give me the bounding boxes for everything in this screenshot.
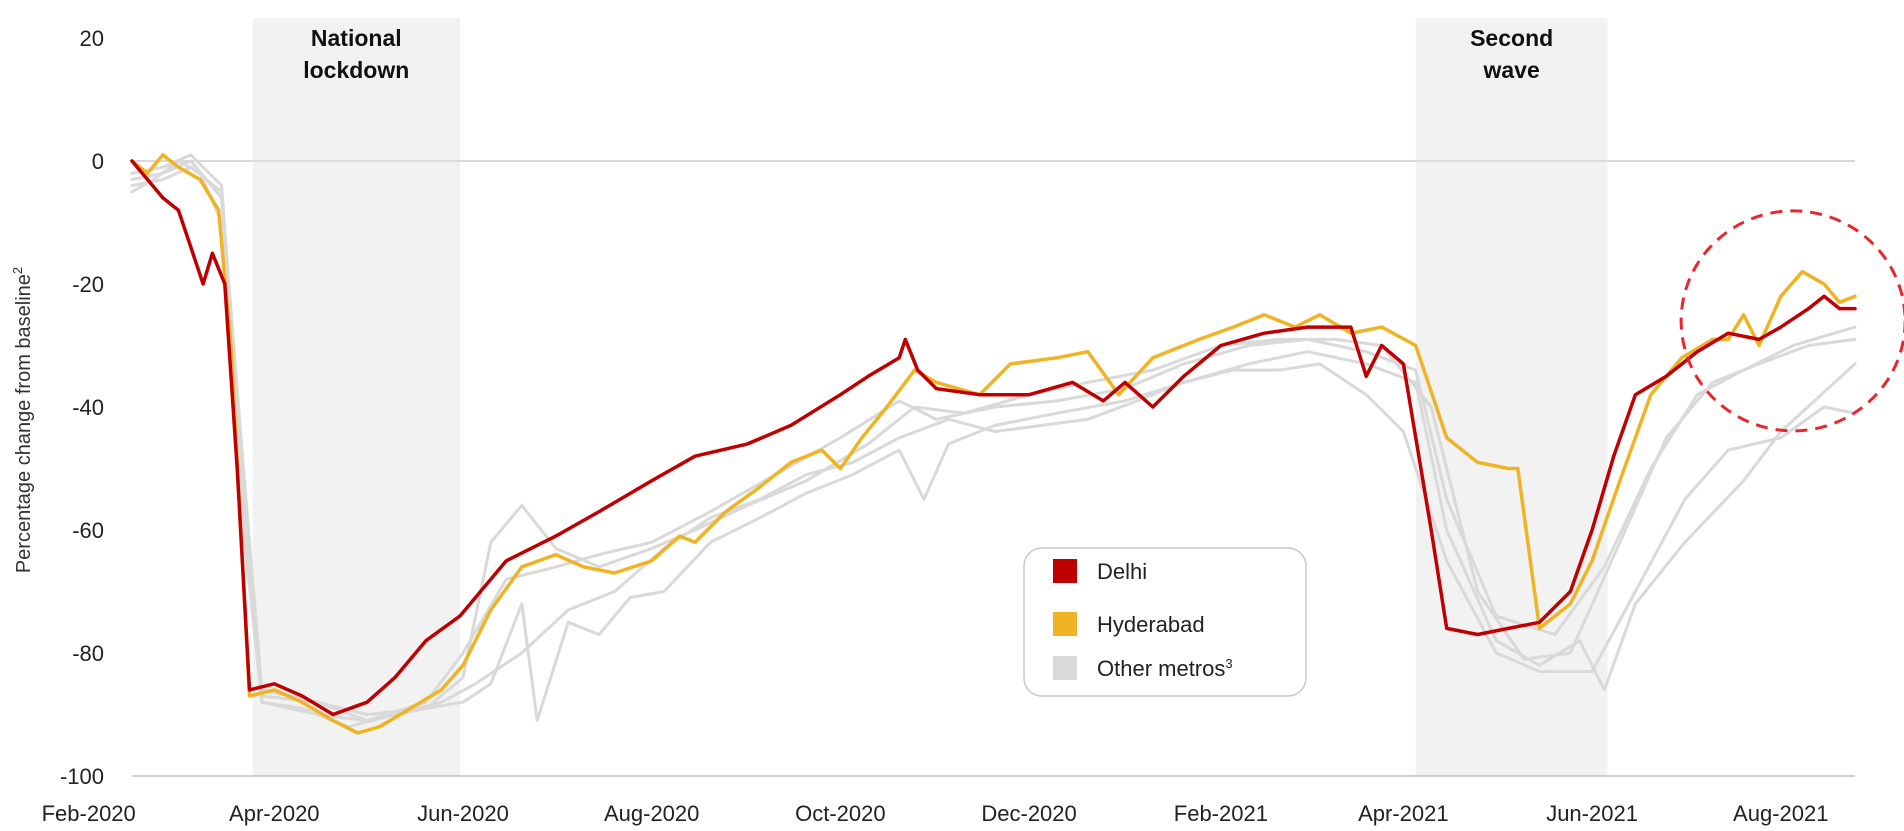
legend: Delhi Hyderabad Other metros3 xyxy=(1023,547,1307,697)
y-tick-label: -80 xyxy=(72,641,104,666)
band-label-1-line-2: lockdown xyxy=(303,57,409,83)
x-axis: Feb-2020 Apr-2020 Jun-2020 Aug-2020 Oct-2020… xyxy=(42,775,1855,826)
legend-label-hyderabad: Hyderabad xyxy=(1097,612,1205,637)
y-tick-label: -40 xyxy=(72,395,104,420)
y-axis-title: Percentage change from baseline2 xyxy=(10,267,35,573)
shaded-periods: National lockdown Second wave xyxy=(252,18,1608,776)
y-tick-label: -100 xyxy=(60,764,104,789)
band-label-2-line-2: wave xyxy=(1483,57,1540,83)
x-tick-label: Apr-2020 xyxy=(229,801,320,826)
highlight-circle-group xyxy=(1679,209,1904,433)
legend-label-other-metros: Other metros3 xyxy=(1097,656,1233,681)
y-tick-label: 0 xyxy=(92,149,104,174)
shaded-band-2 xyxy=(1415,18,1608,776)
band-label-1-line-1: National xyxy=(311,25,402,51)
x-tick-label: Dec-2020 xyxy=(981,801,1076,826)
series-lines xyxy=(130,153,1857,735)
x-tick-label: Aug-2020 xyxy=(604,801,699,826)
shaded-band-1 xyxy=(252,18,460,776)
x-tick-label: Aug-2021 xyxy=(1733,801,1828,826)
y-tick-label: -20 xyxy=(72,272,104,297)
series-line-hyderabad-1 xyxy=(130,153,1857,735)
x-tick-label: Jun-2021 xyxy=(1546,801,1638,826)
x-tick-label: Jun-2020 xyxy=(417,801,509,826)
series-line-delhi-0 xyxy=(130,159,1857,717)
x-tick-label: Apr-2021 xyxy=(1358,801,1449,826)
y-axis: 20 0 -20 -40 -60 -80 -100 xyxy=(60,26,104,789)
band-label-2-line-1: Second xyxy=(1470,25,1553,51)
legend-swatch-other-metros xyxy=(1053,656,1077,680)
x-tick-label: Feb-2020 xyxy=(42,801,136,826)
legend-label-delhi: Delhi xyxy=(1097,559,1147,584)
legend-swatch-hyderabad xyxy=(1053,612,1077,636)
highlight-circle xyxy=(1679,209,1904,433)
series-line-other-metros-2 xyxy=(130,159,1857,729)
y-tick-label: -60 xyxy=(72,518,104,543)
y-tick-label: 20 xyxy=(80,26,104,51)
series-line-other-metros-4 xyxy=(130,165,1857,723)
x-tick-label: Feb-2021 xyxy=(1174,801,1268,826)
legend-box xyxy=(1023,547,1307,697)
x-tick-label: Oct-2020 xyxy=(795,801,886,826)
legend-swatch-delhi xyxy=(1053,559,1077,583)
